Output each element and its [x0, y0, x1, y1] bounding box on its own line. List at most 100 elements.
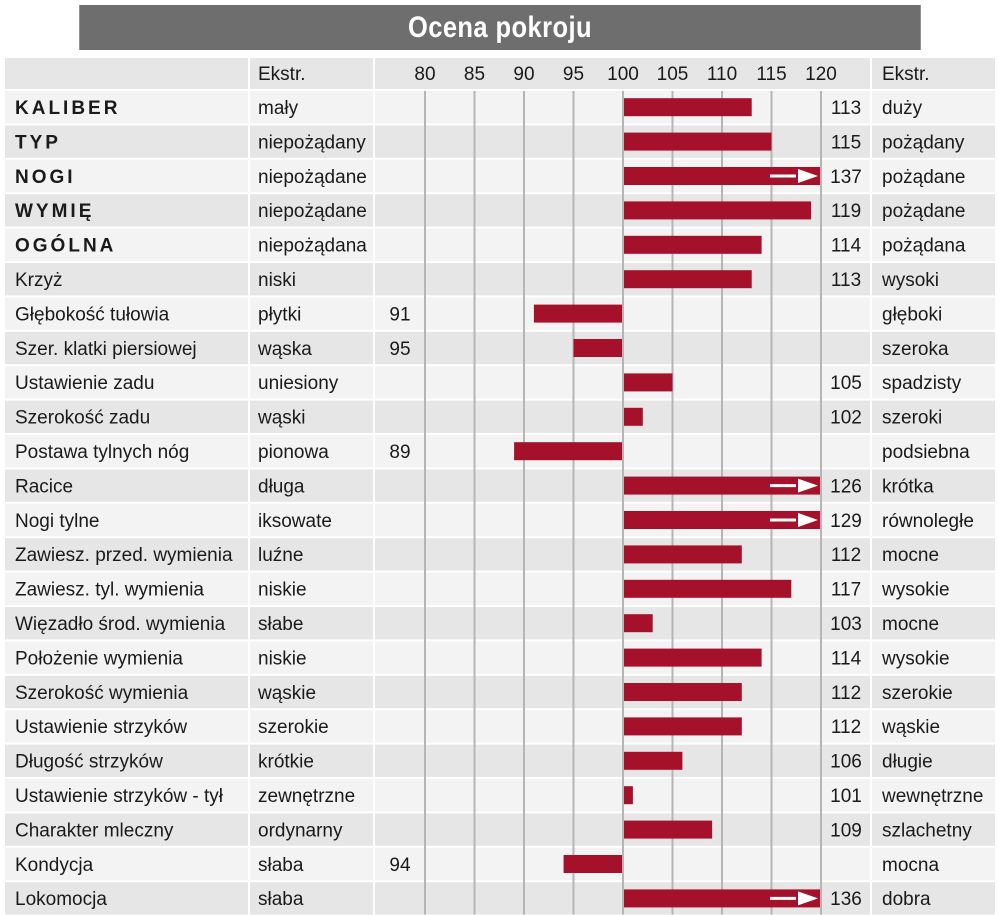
high-extreme-label: mocna	[882, 855, 939, 876]
bar	[624, 648, 762, 667]
row-cell-high	[872, 744, 995, 777]
overflow-arrow-icon	[798, 478, 818, 493]
low-extreme-label: niskie	[258, 648, 307, 669]
high-extreme-label: pożądane	[882, 201, 965, 222]
row-cell-trait	[5, 572, 248, 605]
tick-label-90: 90	[513, 64, 534, 85]
header-cell-trait	[5, 58, 248, 89]
value-label: 113	[831, 270, 861, 291]
trait-label: Położenie wymienia	[15, 648, 183, 669]
row-cell-low	[250, 744, 373, 777]
bar	[624, 373, 673, 392]
row-cell-trait	[5, 641, 248, 674]
high-extreme-label: mocne	[882, 545, 939, 566]
overflow-arrow-icon	[798, 513, 818, 527]
value-label: 89	[389, 442, 410, 463]
bar	[624, 476, 820, 495]
trait-label: KALIBER	[15, 98, 120, 119]
row-cell-trait	[5, 435, 248, 468]
row-cell-high	[872, 331, 995, 365]
tick-label-105: 105	[657, 64, 689, 85]
row-cell-low	[250, 435, 373, 468]
row-cell-low	[250, 641, 373, 674]
row-cell-low	[250, 159, 373, 193]
bar	[624, 167, 820, 185]
row-cell-low	[250, 125, 373, 158]
bar	[624, 683, 742, 701]
row-cell-trait	[5, 503, 248, 537]
low-extreme-label: zewnętrzne	[258, 786, 355, 807]
row-cell-trait	[5, 331, 248, 365]
row-cell-low	[250, 675, 373, 709]
row-cell-high	[872, 194, 995, 227]
tick-label-85: 85	[464, 64, 485, 85]
high-extreme-label: pożądany	[882, 132, 965, 153]
trait-label: OGÓLNA	[15, 235, 116, 257]
high-extreme-label: szlachetny	[882, 820, 972, 841]
trait-label: Szerokość wymienia	[15, 683, 189, 704]
low-extreme-label: niski	[258, 270, 296, 291]
bar	[624, 270, 752, 289]
header-left-extreme: Ekstr.	[258, 64, 306, 85]
bar	[624, 132, 772, 151]
high-extreme-label: mocne	[882, 614, 939, 635]
header-cell-high	[872, 58, 995, 89]
row-cell-low	[250, 572, 373, 605]
high-extreme-label: wysokie	[881, 648, 950, 669]
header-right-extreme: Ekstr.	[882, 64, 930, 85]
row-cell-high	[872, 572, 995, 605]
low-extreme-label: niepożądane	[258, 201, 367, 222]
row-cell-low	[250, 503, 373, 537]
row-cell-low	[250, 607, 373, 640]
row-cell-low	[250, 366, 373, 399]
row-cell-trait	[5, 882, 248, 915]
high-extreme-label: krótka	[882, 476, 934, 497]
trait-label: NOGI	[15, 167, 76, 188]
high-extreme-label: równoległe	[882, 511, 974, 532]
low-extreme-label: iksowate	[258, 511, 332, 532]
trait-label: Szerokość zadu	[15, 408, 150, 429]
high-extreme-label: wewnętrzne	[881, 786, 983, 807]
row-cell-high	[872, 882, 995, 915]
row-cell-trait	[5, 847, 248, 881]
row-cell-high	[872, 538, 995, 571]
row-cell-trait	[5, 125, 248, 158]
tick-label-80: 80	[414, 64, 435, 85]
row-cell-high	[872, 159, 995, 193]
low-extreme-label: płytki	[258, 304, 301, 325]
trait-label: Długość strzyków	[15, 752, 163, 773]
row-cell-trait	[5, 675, 248, 709]
trait-label: Ustawienie strzyków - tył	[15, 786, 224, 807]
row-cell-high	[872, 297, 995, 330]
row-cell-low	[250, 710, 373, 743]
row-cell-low	[250, 194, 373, 227]
trait-label: Ustawienie strzyków	[15, 717, 187, 738]
overflow-arrow-icon	[798, 169, 818, 183]
row-cell-high	[872, 469, 995, 502]
tick-label-95: 95	[563, 64, 584, 85]
bar	[624, 889, 820, 908]
low-extreme-label: wąska	[257, 339, 312, 360]
high-extreme-label: wysokie	[881, 580, 950, 601]
value-label: 136	[830, 889, 862, 910]
row-cell-trait	[5, 91, 248, 124]
trait-label: Charakter mleczny	[15, 820, 174, 841]
value-label: 117	[831, 580, 861, 601]
low-extreme-label: pionowa	[258, 442, 329, 463]
bar	[624, 579, 792, 598]
value-label: 137	[830, 167, 862, 188]
low-extreme-label: słaba	[258, 889, 304, 910]
overflow-arrow-icon	[798, 891, 818, 906]
row-cell-trait	[5, 297, 248, 330]
row-cell-high	[872, 435, 995, 468]
row-cell-high	[872, 366, 995, 399]
bar	[624, 820, 713, 839]
value-label: 101	[830, 786, 862, 807]
trait-label: Lokomocja	[15, 889, 107, 910]
trait-label: Zawiesz. tyl. wymienia	[15, 580, 204, 601]
row-cell-trait	[5, 263, 248, 296]
trait-label: Postawa tylnych nóg	[15, 442, 189, 463]
row-cell-low	[250, 469, 373, 502]
low-extreme-label: szerokie	[258, 717, 329, 738]
